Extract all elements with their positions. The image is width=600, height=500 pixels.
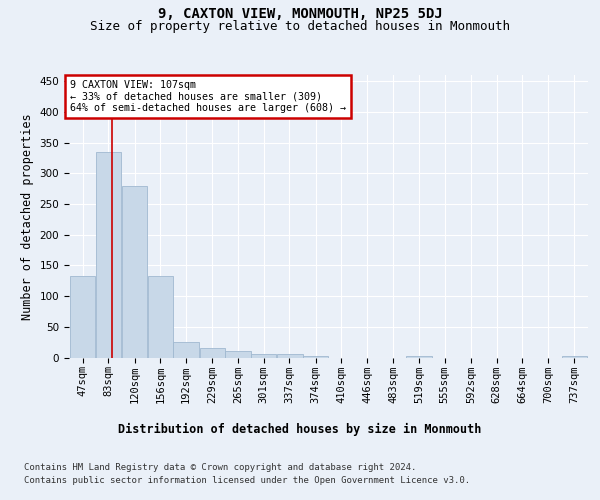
Bar [148,276,173,357]
Text: Contains HM Land Registry data © Crown copyright and database right 2024.: Contains HM Land Registry data © Crown c… [24,462,416,471]
Bar [200,348,225,358]
Text: Distribution of detached houses by size in Monmouth: Distribution of detached houses by size … [118,422,482,436]
Text: 9, CAXTON VIEW, MONMOUTH, NP25 5DJ: 9, CAXTON VIEW, MONMOUTH, NP25 5DJ [158,8,442,22]
Text: Size of property relative to detached houses in Monmouth: Size of property relative to detached ho… [90,20,510,33]
Bar [406,356,431,358]
Bar [226,352,251,358]
Bar [122,186,147,358]
Bar [70,276,95,357]
Text: 9 CAXTON VIEW: 107sqm
← 33% of detached houses are smaller (309)
64% of semi-det: 9 CAXTON VIEW: 107sqm ← 33% of detached … [70,80,346,113]
Bar [303,356,328,358]
Text: Contains public sector information licensed under the Open Government Licence v3: Contains public sector information licen… [24,476,470,485]
Y-axis label: Number of detached properties: Number of detached properties [21,113,34,320]
Bar [277,354,302,358]
Bar [562,356,587,358]
Bar [95,152,121,358]
Bar [173,342,199,357]
Bar [251,354,276,358]
